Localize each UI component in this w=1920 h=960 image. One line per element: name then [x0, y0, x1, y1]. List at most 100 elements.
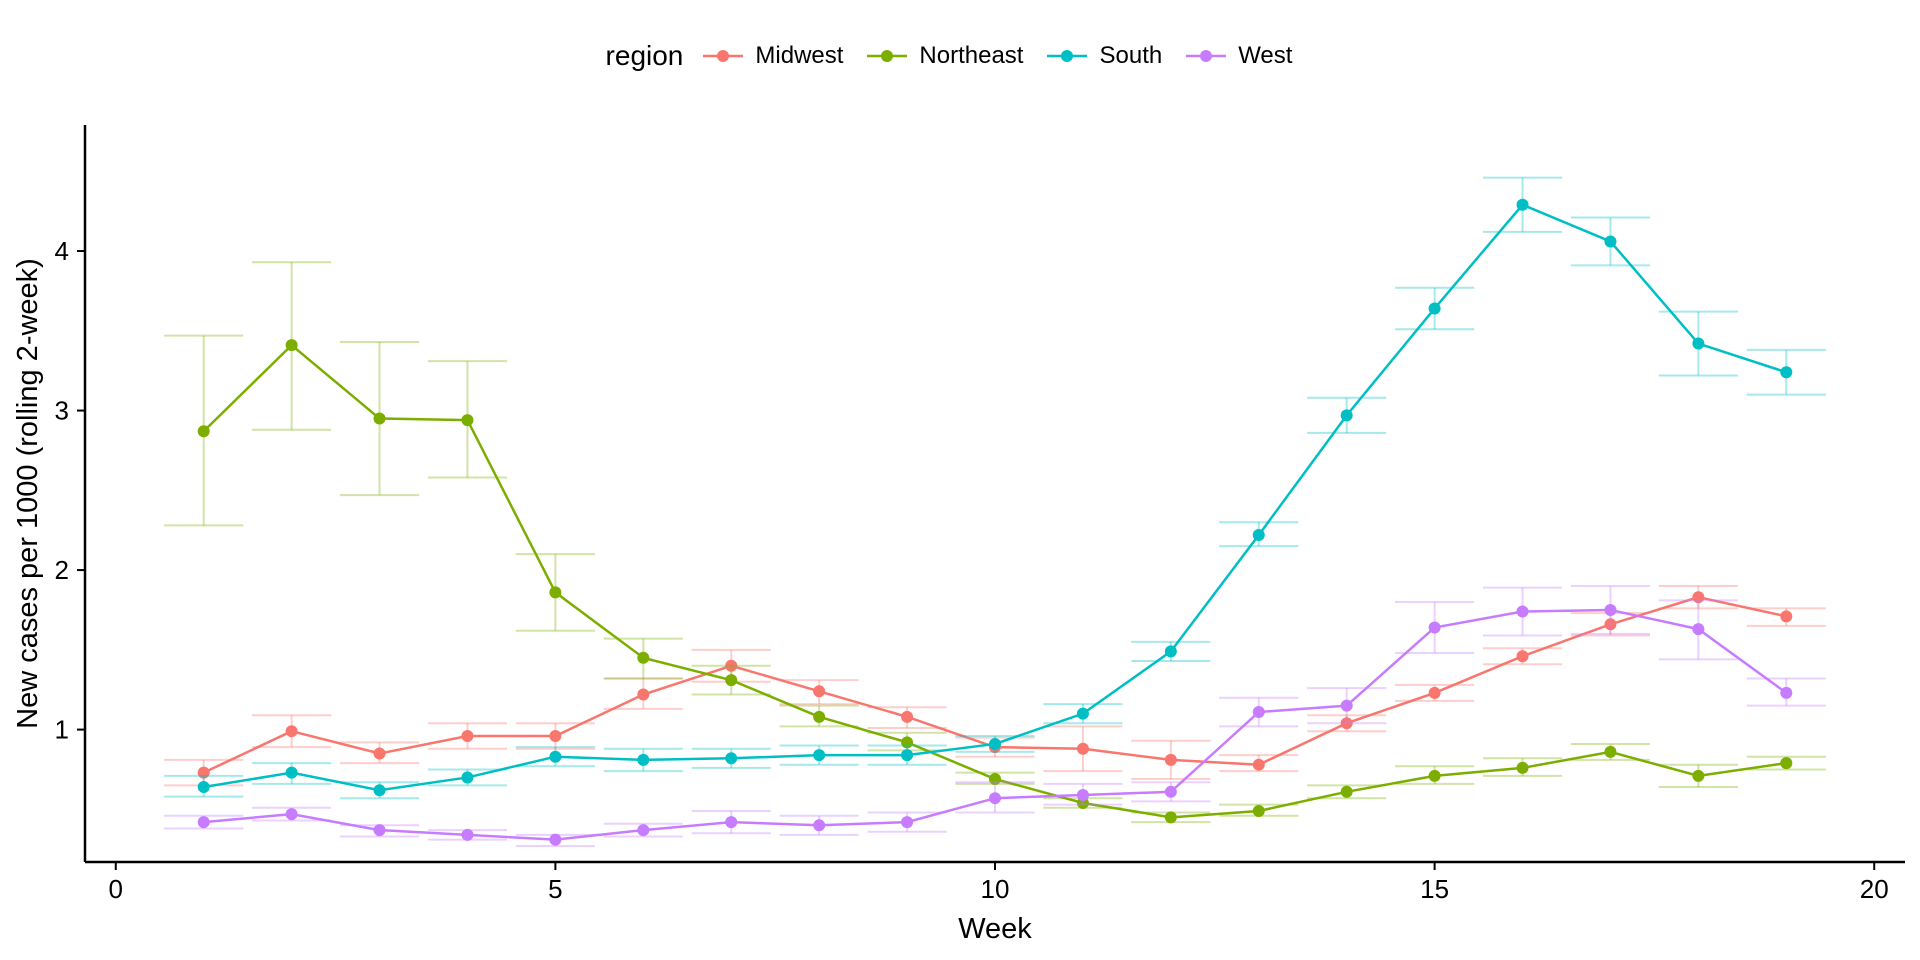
data-point-south — [813, 749, 826, 762]
data-point-northeast — [1604, 745, 1617, 758]
data-point-northeast — [989, 773, 1001, 786]
legend-item-west: West — [1184, 42, 1292, 70]
data-point-south — [1780, 366, 1793, 379]
data-point-west — [1780, 686, 1793, 699]
data-point-south — [197, 781, 210, 794]
data-point-midwest — [285, 725, 298, 738]
x-axis-ticks: 0 5 10 15 20 — [109, 862, 1889, 904]
data-point-midwest — [901, 710, 914, 723]
data-point-south — [1164, 645, 1177, 658]
data-point-midwest — [1428, 686, 1441, 699]
legend-label-northeast: Northeast — [919, 42, 1024, 69]
data-point-west — [549, 833, 562, 846]
data-point-northeast — [901, 736, 914, 749]
data-point-northeast — [1164, 811, 1177, 824]
data-point-northeast — [1340, 785, 1353, 798]
data-point-northeast — [813, 710, 826, 723]
legend: region Midwest Northeast South West — [0, 36, 1920, 76]
data-point-northeast — [285, 339, 298, 352]
data-point-south — [901, 749, 914, 762]
series-northeast — [164, 261, 1826, 824]
data-marks — [164, 176, 1826, 848]
data-point-northeast — [461, 414, 474, 427]
data-point-midwest — [1164, 753, 1177, 766]
legend-item-south: South — [1045, 42, 1162, 70]
data-point-northeast — [197, 425, 210, 438]
y-tick-label: 2 — [55, 555, 69, 585]
y-tick-label: 1 — [55, 715, 69, 745]
data-point-midwest — [1076, 742, 1089, 755]
data-point-west — [813, 819, 826, 832]
data-point-south — [285, 766, 298, 779]
legend-label-west: West — [1238, 42, 1293, 69]
data-point-midwest — [1780, 610, 1793, 623]
data-point-northeast — [1692, 769, 1705, 782]
y-tick-label: 3 — [55, 396, 69, 426]
legend-item-northeast: Northeast — [865, 42, 1023, 70]
data-point-midwest — [813, 685, 826, 698]
data-point-south — [1692, 337, 1705, 350]
data-point-south — [725, 752, 738, 765]
data-point-west — [1340, 699, 1353, 712]
data-point-south — [461, 771, 474, 784]
data-point-west — [197, 816, 210, 829]
legend-title: region — [605, 40, 684, 71]
data-point-west — [1604, 603, 1617, 616]
data-point-south — [989, 737, 1001, 750]
data-point-south — [1340, 409, 1353, 422]
series-line-south — [203, 203, 1787, 792]
data-point-south — [373, 784, 386, 797]
data-point-west — [1164, 785, 1177, 798]
x-tick-label: 20 — [1860, 874, 1889, 904]
data-point-northeast — [549, 586, 562, 599]
data-point-west — [1076, 789, 1089, 801]
data-point-midwest — [549, 729, 562, 742]
data-point-midwest — [1692, 591, 1705, 604]
data-point-west — [1428, 621, 1441, 634]
data-point-midwest — [725, 659, 738, 672]
series-midwest — [164, 585, 1826, 787]
x-axis-title: Week — [958, 913, 1032, 945]
data-point-south — [1428, 302, 1441, 315]
data-point-south — [1076, 707, 1089, 720]
data-point-midwest — [1516, 650, 1529, 663]
data-point-midwest — [461, 729, 474, 742]
data-point-south — [1516, 198, 1529, 211]
x-tick-label: 0 — [109, 874, 123, 904]
legend-label-south: South — [1099, 42, 1163, 69]
data-point-west — [1692, 623, 1705, 636]
data-point-northeast — [1780, 757, 1793, 770]
data-point-south — [637, 753, 650, 766]
legend-key-midwest — [703, 50, 744, 62]
legend-label-midwest: Midwest — [755, 42, 844, 69]
legend-key-south — [1047, 50, 1088, 62]
data-point-midwest — [1252, 758, 1265, 771]
data-point-midwest — [373, 747, 386, 760]
series-west — [164, 585, 1826, 848]
data-point-northeast — [1252, 804, 1265, 817]
legend-item-midwest: Midwest — [701, 42, 843, 70]
data-point-northeast — [1428, 769, 1441, 782]
data-point-northeast — [1516, 761, 1529, 774]
series-south — [164, 176, 1826, 800]
x-tick-label: 10 — [981, 874, 1010, 904]
data-point-northeast — [637, 651, 650, 664]
data-point-west — [285, 808, 298, 821]
data-point-midwest — [637, 688, 650, 701]
legend-key-northeast — [867, 50, 908, 62]
data-point-west — [637, 824, 650, 837]
data-point-northeast — [725, 674, 738, 687]
data-point-south — [549, 750, 562, 763]
legend-key-west — [1186, 50, 1227, 62]
x-tick-label: 15 — [1420, 874, 1449, 904]
data-point-west — [373, 824, 386, 837]
y-axis-ticks: 1 2 3 4 — [55, 236, 85, 745]
data-point-midwest — [1604, 618, 1617, 631]
data-point-west — [1252, 706, 1265, 719]
data-point-west — [901, 816, 914, 829]
y-axis-title: New cases per 1000 (rolling 2-week) — [12, 258, 44, 729]
data-point-northeast — [373, 412, 386, 425]
data-point-west — [1516, 605, 1529, 618]
